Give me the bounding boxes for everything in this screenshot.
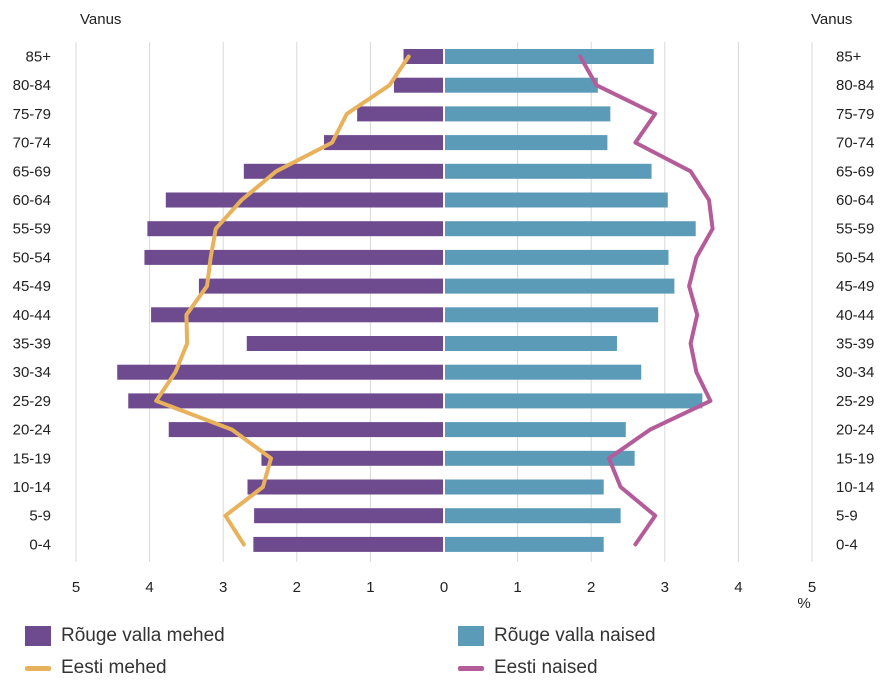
age-label-left: 85+ <box>26 49 52 66</box>
x-tick-label: 1 <box>513 579 521 596</box>
age-label-left: 15-19 <box>13 450 51 467</box>
bar-rouge-men <box>403 49 444 64</box>
age-label-left: 25-29 <box>13 393 51 410</box>
bar-rouge-men <box>147 221 444 237</box>
bar-rouge-women <box>444 536 604 552</box>
age-label-right: 15-19 <box>836 450 874 467</box>
bar-rouge-women <box>444 307 659 323</box>
age-label-right: 25-29 <box>836 393 874 410</box>
bar-rouge-women <box>444 364 642 380</box>
bar-rouge-men <box>117 364 444 380</box>
age-label-right: 55-59 <box>836 221 874 238</box>
x-tick-label: 2 <box>587 579 595 596</box>
bar-rouge-men <box>165 192 445 208</box>
age-label-left: 40-44 <box>13 307 51 324</box>
age-label-right: 5-9 <box>836 508 858 525</box>
bar-rouge-women <box>444 422 626 438</box>
age-label-left: 55-59 <box>13 221 51 238</box>
x-tick-label: 5 <box>72 579 80 596</box>
age-label-left: 70-74 <box>13 135 51 152</box>
bar-rouge-men <box>357 106 444 122</box>
age-label-right: 50-54 <box>836 249 874 266</box>
x-tick-label: 5 <box>808 579 816 596</box>
bar-rouge-women <box>444 135 608 151</box>
bar-rouge-men <box>324 135 444 151</box>
bar-rouge-men <box>128 393 445 409</box>
age-label-left: 45-49 <box>13 278 51 295</box>
bar-rouge-women <box>444 192 668 208</box>
bar-rouge-men <box>253 536 444 552</box>
age-label-right: 70-74 <box>836 135 874 152</box>
line-estonia-men <box>154 54 411 547</box>
bar-rouge-men <box>246 336 444 351</box>
bar-rouge-men <box>168 422 444 438</box>
bar-rouge-men <box>243 163 444 179</box>
age-label-right: 30-34 <box>836 364 874 381</box>
x-tick-label: 3 <box>219 579 227 596</box>
bar-rouge-women <box>444 479 604 495</box>
age-label-left: 30-34 <box>13 364 51 381</box>
age-label-right: 10-14 <box>836 479 874 496</box>
age-label-right: 80-84 <box>836 77 874 94</box>
age-label-left: 75-79 <box>13 106 51 123</box>
x-tick-label: 2 <box>293 579 301 596</box>
right-axis-title: Vanus <box>811 11 852 28</box>
bar-rouge-women <box>444 450 635 466</box>
age-label-left: 20-24 <box>13 422 51 439</box>
bar-rouge-women <box>444 336 617 351</box>
age-label-left: 5-9 <box>29 508 51 525</box>
bar-rouge-men <box>393 77 444 93</box>
bar-rouge-women <box>444 508 621 524</box>
age-label-right: 0-4 <box>836 536 858 553</box>
bar-rouge-women <box>444 221 696 237</box>
bar-rouge-women <box>444 49 654 64</box>
age-label-left: 80-84 <box>13 77 51 94</box>
bar-rouge-men <box>247 479 444 495</box>
bar-rouge-men <box>254 508 444 524</box>
age-label-right: 75-79 <box>836 106 874 123</box>
x-tick-label: 0 <box>440 579 448 596</box>
age-label-right: 60-64 <box>836 192 874 209</box>
bar-rouge-men <box>144 249 444 265</box>
age-label-left: 50-54 <box>13 249 51 266</box>
bar-rouge-women <box>444 278 675 294</box>
age-label-left: 35-39 <box>13 336 51 353</box>
bar-rouge-men <box>151 307 444 323</box>
x-tick-label: 4 <box>145 579 153 596</box>
age-label-right: 40-44 <box>836 307 874 324</box>
age-label-left: 65-69 <box>13 163 51 180</box>
left-axis-title: Vanus <box>80 11 121 28</box>
age-label-right: 20-24 <box>836 422 874 439</box>
x-tick-label: 1 <box>366 579 374 596</box>
x-tick-label: 4 <box>734 579 742 596</box>
bar-rouge-women <box>444 249 669 265</box>
age-label-right: 65-69 <box>836 163 874 180</box>
age-label-right: 35-39 <box>836 336 874 353</box>
bar-rouge-men <box>261 450 444 466</box>
age-label-right: 45-49 <box>836 278 874 295</box>
x-tick-label: 3 <box>661 579 669 596</box>
bar-rouge-women <box>444 163 652 179</box>
age-label-left: 10-14 <box>13 479 51 496</box>
bar-rouge-women <box>444 393 703 409</box>
x-unit-label: % <box>797 595 810 612</box>
age-label-left: 60-64 <box>13 192 51 209</box>
bar-rouge-women <box>444 106 611 122</box>
bar-rouge-women <box>444 77 598 93</box>
bar-rouge-men <box>198 278 444 294</box>
line-estonia-women <box>578 54 715 547</box>
age-label-left: 0-4 <box>29 536 51 553</box>
age-label-right: 85+ <box>836 49 862 66</box>
